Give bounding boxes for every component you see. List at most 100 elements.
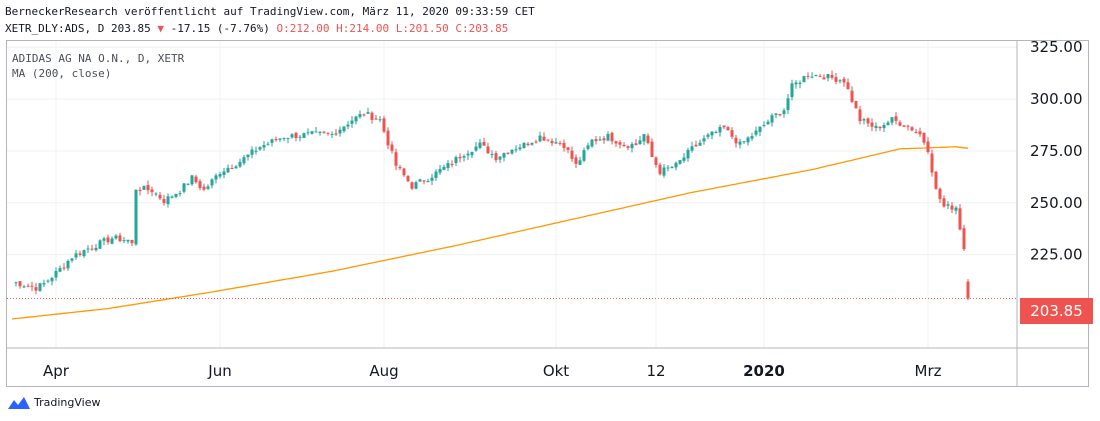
candle-body xyxy=(686,149,690,159)
candle-body xyxy=(242,157,246,164)
candle-body xyxy=(170,196,174,198)
candle-body xyxy=(782,110,786,115)
candle-body xyxy=(486,146,490,154)
candle-body xyxy=(430,177,434,181)
candle-body xyxy=(466,153,470,156)
candle-body xyxy=(826,74,830,79)
candle-body xyxy=(182,183,186,192)
candle-body xyxy=(410,182,414,189)
candle-body xyxy=(494,153,498,161)
candle-body xyxy=(694,144,698,147)
price-change: -17.15 (-7.76%) xyxy=(170,22,270,35)
candle-body xyxy=(130,239,134,244)
candle-body xyxy=(122,240,126,242)
candle-body xyxy=(846,82,850,90)
candle-body xyxy=(74,253,78,258)
candle-body xyxy=(918,131,922,135)
candle-body xyxy=(166,196,170,205)
candle-body xyxy=(90,248,94,250)
candle-body xyxy=(586,145,590,150)
candle-body xyxy=(534,141,538,143)
candle-body xyxy=(954,207,958,211)
tradingview-brand[interactable]: TradingView xyxy=(8,396,100,409)
symbol-info: XETR_DLY:ADS, D 203.85 xyxy=(5,22,151,35)
candle-body xyxy=(274,139,278,141)
candle-body xyxy=(414,182,418,189)
candle-body xyxy=(22,286,26,288)
candle-body xyxy=(294,132,298,138)
candle-body xyxy=(542,136,546,141)
candle-body xyxy=(634,143,638,146)
candle-body xyxy=(922,132,926,143)
candle-body xyxy=(382,118,386,132)
candle-body xyxy=(314,131,318,133)
candle-body xyxy=(246,154,250,158)
candle-body xyxy=(478,142,482,148)
candle-body xyxy=(794,82,798,85)
candle-body xyxy=(458,156,462,159)
candle-body xyxy=(822,77,826,80)
candle-body xyxy=(638,140,642,145)
candle-body xyxy=(714,131,718,133)
candle-body xyxy=(758,126,762,132)
candle-body xyxy=(58,268,62,272)
candle-body xyxy=(862,119,866,121)
candle-body xyxy=(234,166,238,169)
candle-body xyxy=(502,153,506,158)
candle-body xyxy=(470,152,474,156)
x-tick-label: Mrz xyxy=(915,362,942,380)
candle-body xyxy=(198,181,202,188)
candle-body xyxy=(434,171,438,179)
candle-body xyxy=(618,142,622,145)
candle-body xyxy=(858,109,862,122)
candle-body xyxy=(70,258,74,261)
candle-body xyxy=(806,75,810,77)
candle-body xyxy=(474,146,478,151)
candle-body xyxy=(614,141,618,144)
candle-body xyxy=(362,114,366,116)
brand-name: TradingView xyxy=(34,396,101,409)
ohlc-values: O:212.00 H:214.00 L:201.50 C:203.85 xyxy=(276,22,509,35)
last-price-label: 203.85 xyxy=(1020,298,1093,324)
symbol-info-line: XETR_DLY:ADS, D 203.85 ▼ -17.15 (-7.76%)… xyxy=(5,22,508,35)
candle-body xyxy=(554,142,558,144)
x-tick-label: 12 xyxy=(646,362,665,380)
candle-body xyxy=(426,181,430,183)
candle-body xyxy=(230,168,234,170)
candle-body xyxy=(118,235,122,242)
candle-body xyxy=(174,193,178,198)
candle-body xyxy=(482,142,486,146)
candle-body xyxy=(390,144,394,151)
candle-body xyxy=(322,131,326,133)
indicator-legend: MA (200, close) xyxy=(12,67,112,80)
candle-body xyxy=(902,125,906,127)
candle-body xyxy=(770,115,774,123)
candle-body xyxy=(450,163,454,165)
candle-body xyxy=(354,116,358,122)
candle-body xyxy=(134,189,138,245)
candle-body xyxy=(254,150,258,152)
candle-body xyxy=(186,183,190,185)
candle-body xyxy=(666,167,670,169)
candle-body xyxy=(278,138,282,140)
candle-body xyxy=(114,235,118,239)
candle-body xyxy=(146,185,150,191)
candle-body xyxy=(290,134,294,138)
candle-body xyxy=(622,144,626,147)
candle-body xyxy=(950,205,954,210)
candle-body xyxy=(958,208,962,230)
candle-body xyxy=(674,162,678,168)
candle-body xyxy=(706,134,710,137)
candle-body xyxy=(690,146,694,151)
candle-body xyxy=(546,139,550,141)
candle-body xyxy=(398,166,402,169)
candle-body xyxy=(594,139,598,142)
candle-body xyxy=(762,124,766,126)
x-tick-label: Aug xyxy=(369,362,398,380)
candle-body xyxy=(210,179,214,186)
candle-body xyxy=(906,125,910,127)
candle-body xyxy=(462,156,466,158)
candle-body xyxy=(934,171,938,189)
candle-body xyxy=(514,149,518,151)
